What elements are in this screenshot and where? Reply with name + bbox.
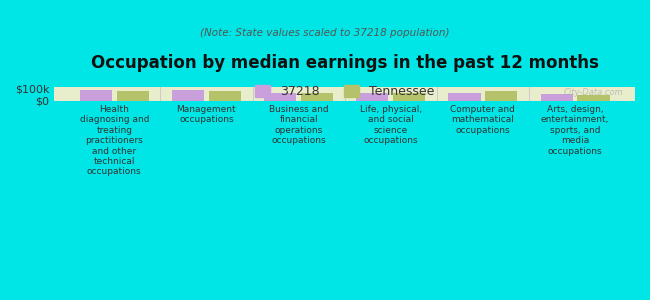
Bar [301,93,333,101]
Text: (Note: State values scaled to 37218 population): (Note: State values scaled to 37218 popu… [200,28,450,38]
Text: City-Data.com: City-Data.com [564,88,623,97]
Bar [356,93,389,101]
Bar [209,91,241,101]
Bar [264,93,296,101]
Bar [577,95,610,101]
Bar [393,93,425,101]
Title: Occupation by median earnings in the past 12 months: Occupation by median earnings in the pas… [91,54,599,72]
Legend: 37218, Tennessee: 37218, Tennessee [248,78,441,104]
Bar [172,90,204,101]
Bar [80,90,112,101]
Bar [116,91,149,101]
Bar [448,93,480,101]
Bar [541,94,573,101]
Bar [486,91,517,101]
